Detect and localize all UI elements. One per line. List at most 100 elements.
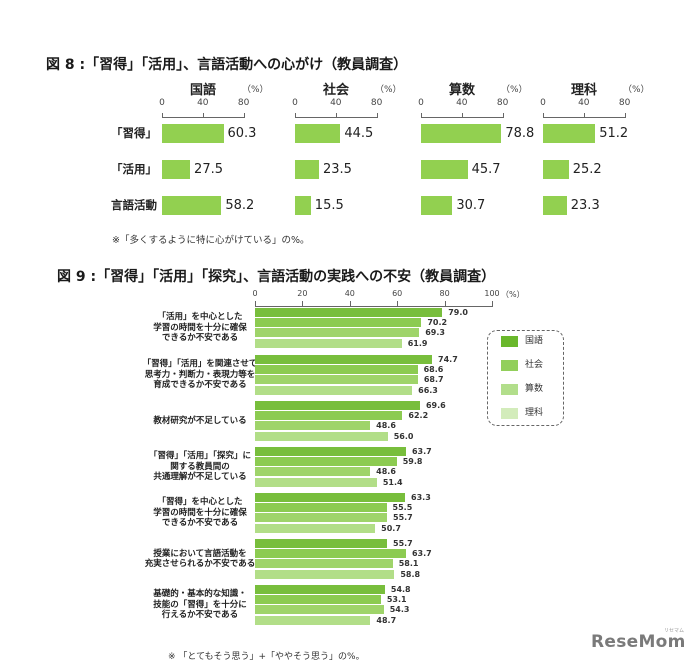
x-tick-mark — [584, 113, 585, 118]
bar — [543, 160, 569, 179]
figure9-legend — [487, 330, 564, 426]
bar — [255, 375, 418, 385]
category-label-line: 育成できるか不安である — [153, 380, 247, 391]
data-label: 68.6 — [423, 365, 444, 375]
category-label-line: 思考力・判断力・表現力等を — [144, 369, 256, 380]
resemom-logo: ReseMom — [591, 632, 686, 652]
data-label: 27.5 — [194, 162, 223, 177]
data-label: 61.9 — [407, 338, 428, 348]
x-tick-mark — [377, 113, 378, 118]
bar — [255, 431, 388, 441]
bar — [543, 196, 567, 215]
x-tick-label: 80 — [618, 98, 631, 108]
bar — [295, 160, 319, 179]
x-tick-label: 40 — [578, 98, 590, 108]
category-label: 「活用」 — [111, 162, 157, 176]
data-label: 55.5 — [392, 503, 413, 513]
category-label-line: 「習得」を中心とした — [157, 497, 243, 508]
legend-label-1: 社会 — [525, 360, 544, 370]
data-label: 25.2 — [572, 162, 602, 177]
x-tick-mark — [397, 301, 398, 307]
category-label-line: 学習の時間を十分に確保 — [153, 322, 247, 333]
data-label: 58.8 — [400, 569, 421, 579]
x-tick-mark — [492, 301, 493, 307]
bar — [255, 318, 422, 328]
data-label: 54.3 — [389, 605, 410, 615]
bar — [255, 605, 384, 615]
bar — [255, 493, 406, 502]
x-tick-label: 80 — [237, 98, 250, 108]
x-tick-mark — [445, 301, 446, 307]
x-tick-mark — [350, 301, 351, 307]
bar — [295, 124, 341, 143]
x-tick-mark — [543, 113, 544, 118]
category-label-line: 充実させられるか不安である — [144, 559, 256, 569]
x-tick-mark — [336, 113, 337, 118]
x-tick-mark — [302, 301, 303, 307]
bar — [255, 477, 377, 487]
data-label: 48.7 — [376, 615, 397, 625]
category-label: 基礎的・基本的な知識・ 技能の「習得」を十分に 行えるか不安である — [140, 589, 260, 621]
category-label-line: できるか不安である — [161, 333, 239, 344]
legend-label-0: 国語 — [525, 336, 544, 346]
data-label: 48.6 — [376, 467, 396, 477]
category-label-line: 教材研究が不足している — [153, 415, 247, 426]
x-tick-mark — [625, 113, 626, 118]
bar — [255, 355, 433, 364]
logo-kana: リセマム — [664, 628, 685, 634]
data-label: 45.7 — [471, 162, 501, 177]
x-tick-label: 20 — [297, 289, 308, 298]
x-tick-label: 40 — [330, 98, 342, 108]
category-label-line: 学習の時間を十分に確保 — [153, 507, 247, 518]
x-axis-line — [255, 306, 493, 307]
panel-header-0: 国語 — [189, 83, 217, 98]
bar — [255, 559, 393, 569]
bar — [255, 447, 406, 456]
legend-swatch-1 — [501, 360, 518, 371]
bar — [255, 513, 387, 523]
data-label: 50.7 — [381, 523, 401, 533]
panel-header-2: 算数 — [448, 83, 476, 98]
data-label: 54.8 — [390, 585, 411, 594]
legend-swatch-3 — [501, 408, 518, 419]
unit-label: （%） — [623, 85, 650, 95]
x-tick-label: 60 — [392, 289, 403, 298]
bar — [421, 196, 453, 215]
bar — [255, 365, 418, 375]
data-label: 63.7 — [411, 549, 432, 559]
x-tick-mark — [421, 113, 422, 118]
legend-swatch-2 — [501, 384, 518, 395]
data-label: 66.3 — [418, 385, 438, 395]
data-label: 51.2 — [599, 126, 629, 141]
data-label: 30.7 — [456, 198, 486, 213]
x-tick-label: 100 — [484, 289, 500, 298]
bar — [255, 401, 420, 410]
bar — [255, 467, 371, 477]
category-label-line: 「活用」を中心とした — [157, 312, 243, 323]
figure9-title: 図 9 :「習得」「活用」「探究」、言語活動の実践への不安（教員調査） — [57, 269, 496, 285]
data-label: 56.0 — [393, 431, 414, 441]
x-tick-mark — [244, 113, 245, 118]
category-label: 教材研究が不足している — [140, 416, 260, 427]
bar — [255, 328, 420, 338]
bar — [255, 308, 443, 317]
data-label: 51.4 — [382, 477, 403, 487]
x-tick-label: 40 — [456, 98, 468, 108]
unit-label: （%） — [242, 85, 269, 95]
bar — [162, 196, 222, 215]
category-label: 言語活動 — [111, 198, 157, 212]
x-tick-mark — [503, 113, 504, 118]
data-label: 62.2 — [408, 411, 429, 421]
bar — [295, 196, 311, 215]
data-label: 23.3 — [570, 198, 600, 213]
category-label-line: 「習得」「活用」「探究」に — [148, 451, 251, 462]
category-label-line: 行えるか不安である — [161, 610, 239, 621]
bar — [255, 539, 387, 548]
data-label: 70.2 — [427, 318, 448, 328]
bar — [162, 160, 191, 179]
data-label: 68.7 — [423, 375, 444, 385]
bar — [255, 569, 395, 579]
category-label-line: 技能の「習得」を十分に — [153, 599, 247, 610]
category-label-line: 基礎的・基本的な知識・ — [153, 589, 247, 600]
